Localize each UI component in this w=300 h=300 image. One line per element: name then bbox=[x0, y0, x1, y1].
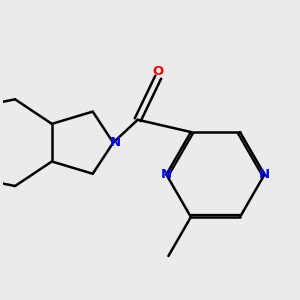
Text: O: O bbox=[153, 65, 164, 78]
Text: N: N bbox=[259, 168, 270, 181]
Text: N: N bbox=[110, 136, 121, 149]
Text: N: N bbox=[161, 168, 172, 181]
